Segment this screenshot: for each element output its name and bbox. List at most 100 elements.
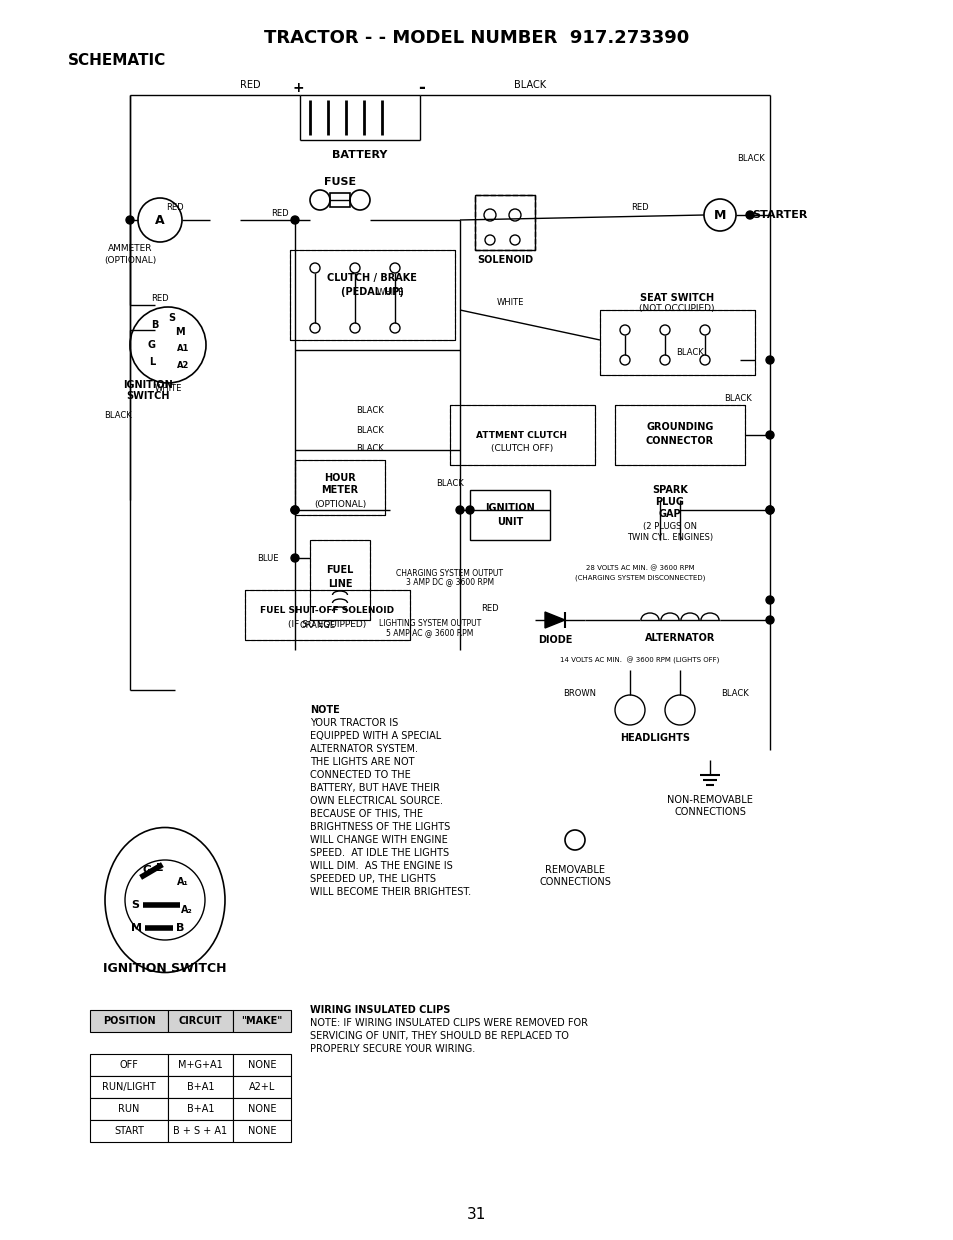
Text: OWN ELECTRICAL SOURCE.: OWN ELECTRICAL SOURCE. [310, 796, 442, 806]
Text: OFF: OFF [119, 1060, 138, 1070]
Text: RED: RED [271, 208, 289, 217]
Text: FUSE: FUSE [324, 177, 355, 187]
Text: BLACK: BLACK [723, 393, 751, 403]
Text: BLACK: BLACK [676, 347, 703, 357]
Text: ORANGE: ORANGE [299, 620, 335, 630]
Text: CLUTCH / BRAKE: CLUTCH / BRAKE [327, 273, 416, 283]
Text: B: B [152, 320, 158, 330]
Bar [90, 1076, 168, 1097]
Text: HEADLIGHTS: HEADLIGHTS [619, 733, 689, 743]
Text: L: L [156, 863, 163, 873]
Circle shape [765, 432, 773, 439]
Text: REMOVABLE: REMOVABLE [544, 866, 604, 875]
Text: (IF SO EQUIPPED): (IF SO EQUIPPED) [288, 620, 366, 629]
Circle shape [765, 616, 773, 624]
Bar [245, 590, 410, 640]
Text: 3 AMP DC @ 3600 RPM: 3 AMP DC @ 3600 RPM [406, 578, 494, 587]
Circle shape [291, 554, 298, 562]
Text: LINE: LINE [328, 579, 352, 589]
Text: NON-REMOVABLE: NON-REMOVABLE [666, 795, 752, 805]
Bar [168, 1120, 233, 1142]
Text: M: M [175, 327, 185, 337]
Text: WHITE: WHITE [154, 383, 181, 393]
Text: TWIN CYL. ENGINES): TWIN CYL. ENGINES) [626, 532, 712, 542]
Text: DIODE: DIODE [537, 635, 572, 645]
Text: A₁: A₁ [177, 877, 189, 887]
Bar [450, 405, 595, 465]
Text: SCHEMATIC: SCHEMATIC [68, 52, 166, 67]
Text: STARTER: STARTER [751, 210, 806, 219]
Text: L: L [149, 357, 155, 367]
Text: WILL DIM.  AS THE ENGINE IS: WILL DIM. AS THE ENGINE IS [310, 861, 453, 870]
Circle shape [126, 216, 133, 224]
Text: (OPTIONAL): (OPTIONAL) [104, 255, 156, 264]
Text: RUN/LIGHT: RUN/LIGHT [102, 1083, 155, 1092]
Text: ALTERNATOR SYSTEM.: ALTERNATOR SYSTEM. [310, 744, 417, 754]
Text: WIRING INSULATED CLIPS: WIRING INSULATED CLIPS [310, 1004, 450, 1016]
Bar [90, 1120, 168, 1142]
Text: GROUNDING: GROUNDING [645, 422, 713, 432]
Bar [599, 310, 754, 374]
Circle shape [765, 596, 773, 604]
Text: BLACK: BLACK [355, 444, 383, 453]
Text: BATTERY: BATTERY [332, 150, 387, 160]
Bar [475, 195, 535, 250]
Text: PROPERLY SECURE YOUR WIRING.: PROPERLY SECURE YOUR WIRING. [310, 1044, 475, 1054]
Text: IGNITION SWITCH: IGNITION SWITCH [103, 961, 227, 975]
Text: NONE: NONE [248, 1060, 276, 1070]
Text: (2 PLUGS ON: (2 PLUGS ON [642, 522, 697, 531]
Text: "MAKE": "MAKE" [241, 1016, 282, 1025]
Text: -: - [418, 79, 425, 97]
Text: RED: RED [166, 202, 184, 212]
Circle shape [765, 506, 773, 515]
Text: 31: 31 [467, 1208, 486, 1223]
Text: +: + [292, 81, 303, 95]
Text: B+A1: B+A1 [187, 1083, 214, 1092]
Text: SOLENOID: SOLENOID [476, 255, 533, 265]
Text: SPARK: SPARK [652, 485, 687, 495]
Text: B+A1: B+A1 [187, 1104, 214, 1114]
Text: A₂: A₂ [181, 905, 193, 915]
Text: CONNECTIONS: CONNECTIONS [538, 877, 610, 887]
Text: BECAUSE OF THIS, THE: BECAUSE OF THIS, THE [310, 808, 422, 818]
Text: METER: METER [321, 485, 358, 495]
Text: SPEEDED UP, THE LIGHTS: SPEEDED UP, THE LIGHTS [310, 874, 436, 884]
Text: BRIGHTNESS OF THE LIGHTS: BRIGHTNESS OF THE LIGHTS [310, 822, 450, 832]
Text: AMMETER: AMMETER [108, 243, 152, 253]
Text: NONE: NONE [248, 1126, 276, 1136]
Bar [290, 250, 455, 340]
Text: CIRCUIT: CIRCUIT [178, 1016, 222, 1025]
Text: A: A [155, 213, 165, 227]
Text: G: G [148, 340, 156, 350]
Bar [599, 310, 754, 374]
Text: SWITCH: SWITCH [126, 391, 170, 401]
Text: GAP: GAP [658, 508, 680, 520]
Text: PLUG: PLUG [655, 497, 683, 507]
Text: RED: RED [631, 202, 648, 212]
Text: FUEL SHUT-OFF SOLENOID: FUEL SHUT-OFF SOLENOID [259, 605, 394, 615]
Text: ALTERNATOR: ALTERNATOR [644, 632, 715, 644]
Text: (CLUTCH OFF): (CLUTCH OFF) [491, 444, 553, 453]
Text: 5 AMP AC @ 3600 RPM: 5 AMP AC @ 3600 RPM [386, 629, 474, 637]
Text: BLACK: BLACK [514, 81, 545, 91]
Bar [233, 1011, 291, 1032]
Text: BLACK: BLACK [436, 479, 463, 487]
Bar [310, 539, 370, 620]
Circle shape [745, 211, 753, 219]
Text: (CHARGING SYSTEM DISCONNECTED): (CHARGING SYSTEM DISCONNECTED) [575, 575, 704, 582]
Text: IGNITION: IGNITION [485, 503, 535, 513]
Ellipse shape [105, 827, 225, 972]
Bar [615, 405, 744, 465]
Text: CHARGING SYSTEM OUTPUT: CHARGING SYSTEM OUTPUT [396, 568, 503, 578]
Text: S: S [131, 900, 139, 910]
Circle shape [291, 216, 298, 224]
Bar [90, 1097, 168, 1120]
Text: A2+L: A2+L [249, 1083, 274, 1092]
Circle shape [291, 506, 298, 515]
Text: START: START [114, 1126, 144, 1136]
Text: (NOT OCCUPIED): (NOT OCCUPIED) [639, 304, 714, 312]
Text: BLACK: BLACK [355, 405, 383, 414]
Circle shape [465, 506, 474, 515]
Text: CONNECTED TO THE: CONNECTED TO THE [310, 770, 411, 780]
Text: NOTE: NOTE [310, 706, 339, 715]
